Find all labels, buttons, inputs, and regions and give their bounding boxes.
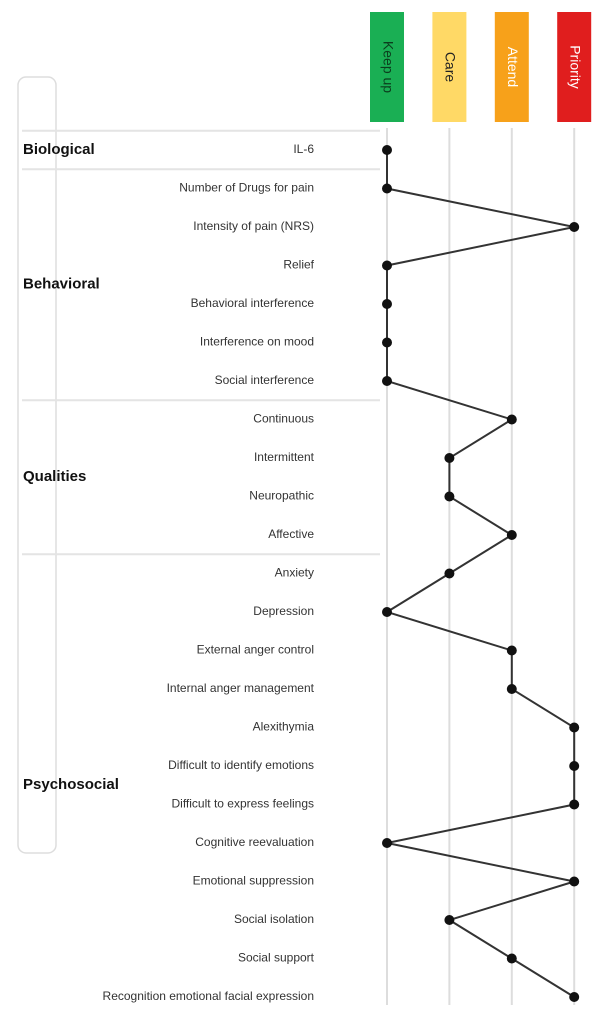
- row-label: Continuous: [253, 412, 314, 426]
- group-label: Behavioral: [23, 276, 100, 293]
- row-label: Difficult to express feelings: [171, 797, 314, 811]
- profile-point: [444, 568, 455, 579]
- row-label: Interference on mood: [200, 335, 314, 349]
- profile-point: [569, 992, 580, 1002]
- profile-point: [382, 299, 392, 309]
- level-label: Priority: [567, 45, 583, 89]
- row-label: External anger control: [197, 643, 314, 657]
- row-label: Behavioral interference: [191, 296, 315, 310]
- row-label: Depression: [253, 604, 314, 618]
- profile-point: [382, 337, 392, 348]
- level-label: Attend: [505, 47, 521, 87]
- profile-point: [382, 376, 392, 386]
- level-header: [432, 12, 467, 122]
- level-label: Keep up: [380, 41, 396, 93]
- profile-point: [444, 915, 455, 925]
- profile-point: [382, 607, 392, 617]
- group-label: Qualities: [23, 468, 86, 485]
- profile-point: [506, 414, 517, 425]
- row-label: Emotional suppression: [193, 874, 314, 888]
- profile-point: [569, 722, 580, 733]
- row-label: Recognition emotional facial expression: [103, 989, 314, 1003]
- profile-point: [569, 799, 580, 810]
- profile-point: [506, 953, 517, 964]
- group-frame: [17, 76, 57, 854]
- profile-point: [382, 145, 392, 155]
- row-label: Social interference: [215, 373, 315, 387]
- level-header: [557, 12, 592, 122]
- row-label: Difficult to identify emotions: [168, 758, 314, 772]
- row-label: IL-6: [293, 142, 314, 156]
- row-label: Intensity of pain (NRS): [193, 219, 314, 233]
- profile-point: [382, 260, 392, 271]
- profile-point: [382, 838, 392, 848]
- profile-point: [444, 491, 455, 502]
- row-label: Alexithymia: [253, 720, 315, 734]
- row-label: Intermittent: [254, 450, 315, 464]
- profile-point: [444, 453, 455, 463]
- level-header: [370, 12, 404, 122]
- profile-point: [569, 876, 580, 887]
- row-label: Anxiety: [275, 566, 314, 580]
- row-label: Neuropathic: [249, 489, 314, 503]
- profile-point: [506, 530, 517, 540]
- row-label: Cognitive reevaluation: [195, 835, 314, 849]
- row-label: Relief: [283, 258, 314, 272]
- row-label: Social support: [238, 951, 315, 965]
- level-header: [494, 12, 529, 122]
- profile-point: [506, 645, 517, 656]
- profile-point: [382, 183, 392, 194]
- group-label: Biological: [23, 141, 95, 158]
- profile-point: [506, 684, 517, 694]
- group-label: Psychosocial: [23, 776, 119, 793]
- profile-line: [384, 150, 576, 998]
- row-label: Number of Drugs for pain: [179, 181, 314, 195]
- row-label: Affective: [268, 527, 314, 541]
- row-label: Social isolation: [234, 912, 314, 926]
- profile-point: [569, 222, 580, 232]
- row-label: Internal anger management: [167, 681, 315, 695]
- level-label: Care: [443, 52, 459, 83]
- profile-point: [569, 761, 580, 771]
